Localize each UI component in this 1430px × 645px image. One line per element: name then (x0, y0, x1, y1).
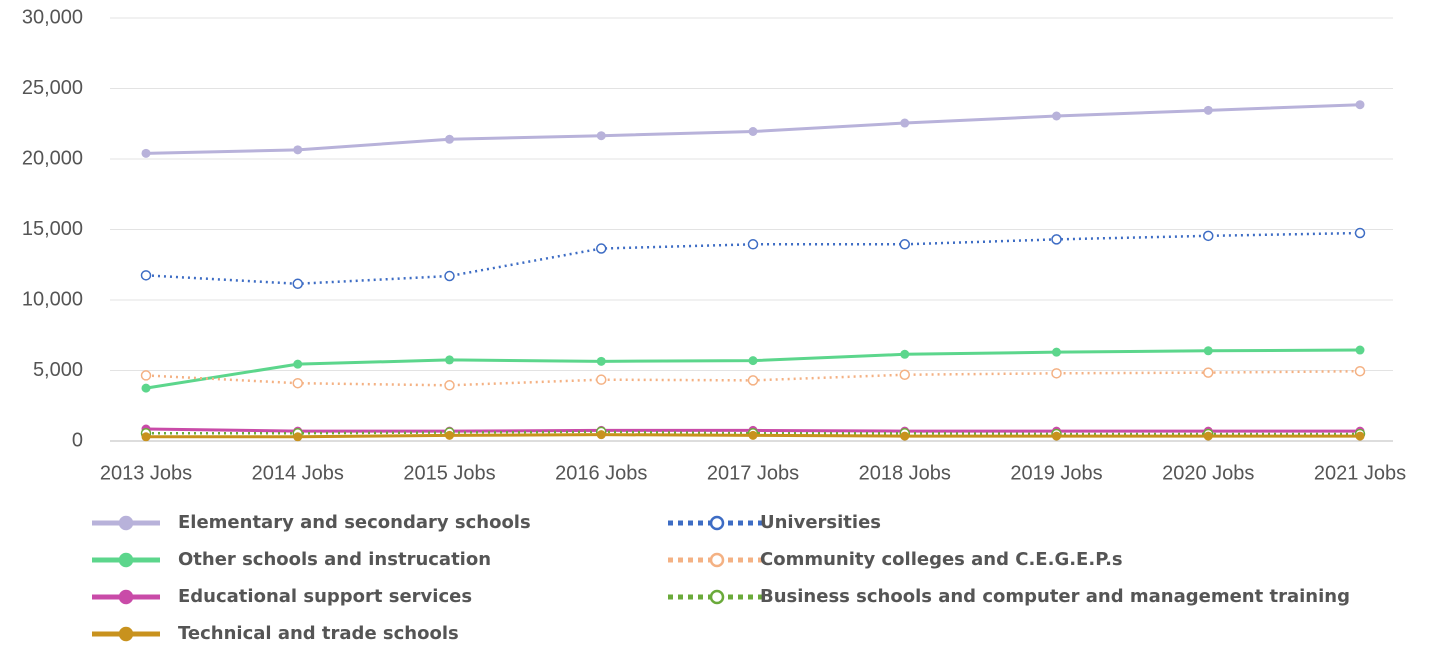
point (445, 430, 454, 440)
point (1355, 345, 1365, 355)
point (293, 145, 303, 155)
point (1355, 100, 1365, 110)
legend-label: Other schools and instrucation (178, 549, 491, 570)
point (899, 369, 910, 380)
point (141, 432, 151, 442)
legend-marker (118, 552, 134, 568)
y-tick-label: 5,000 (33, 359, 83, 381)
legend-marker (709, 589, 725, 605)
point (747, 239, 759, 250)
point (444, 270, 455, 282)
point (596, 374, 607, 385)
point (1203, 230, 1214, 242)
point (445, 134, 454, 144)
point (293, 359, 303, 369)
point (141, 148, 151, 158)
point (141, 383, 151, 393)
legend-marker (709, 552, 725, 568)
legend-marker (118, 515, 134, 531)
y-tick-label: 20,000 (22, 147, 83, 169)
point (1052, 111, 1061, 121)
series-line (145, 231, 1361, 286)
y-tick-label: 0 (72, 429, 83, 451)
point (1354, 227, 1366, 239)
point (1203, 346, 1213, 356)
x-tick-label: 2016 Jobs (555, 462, 647, 484)
point (596, 356, 606, 366)
point (1203, 367, 1214, 378)
point (292, 278, 303, 290)
point (1051, 234, 1062, 245)
point (747, 375, 759, 386)
point (748, 127, 758, 137)
point (140, 370, 152, 381)
legend-label: Educational support services (178, 586, 472, 607)
legend-label: Community colleges and C.E.G.E.P.s (760, 549, 1123, 570)
point (140, 270, 152, 281)
legend-marker (118, 589, 134, 605)
point (1354, 365, 1366, 377)
legend-label: Technical and trade schools (178, 623, 459, 644)
point (596, 243, 607, 254)
legend-marker (709, 515, 725, 531)
x-tick-label: 2017 Jobs (707, 462, 799, 484)
x-tick-label: 2018 Jobs (859, 462, 951, 484)
point (292, 377, 303, 389)
point (900, 349, 910, 359)
point (1051, 368, 1062, 379)
legend-label: Elementary and secondary schools (178, 512, 531, 533)
point (748, 356, 758, 366)
x-tick-label: 2013 Jobs (100, 462, 192, 484)
x-tick-label: 2015 Jobs (403, 462, 495, 484)
point (596, 131, 606, 141)
point (1052, 431, 1061, 441)
point (900, 431, 910, 441)
y-tick-label: 25,000 (22, 77, 83, 99)
y-tick-label: 30,000 (22, 6, 83, 28)
y-tick-label: 15,000 (22, 218, 83, 240)
legend-marker (118, 626, 134, 642)
point (1355, 431, 1365, 441)
point (899, 239, 910, 250)
point (748, 430, 758, 440)
x-tick-label: 2021 Jobs (1314, 462, 1406, 484)
point (444, 380, 455, 391)
x-tick-label: 2020 Jobs (1162, 462, 1254, 484)
point (1052, 347, 1061, 357)
x-tick-label: 2014 Jobs (252, 462, 344, 484)
point (900, 118, 910, 128)
legend-label: Universities (760, 512, 881, 533)
point (293, 432, 303, 442)
legend-label: Business schools and computer and manage… (760, 586, 1350, 607)
point (596, 430, 606, 440)
point (1203, 431, 1213, 441)
point (445, 355, 454, 365)
y-tick-label: 10,000 (22, 288, 83, 310)
point (1203, 105, 1213, 115)
x-tick-label: 2019 Jobs (1010, 462, 1102, 484)
